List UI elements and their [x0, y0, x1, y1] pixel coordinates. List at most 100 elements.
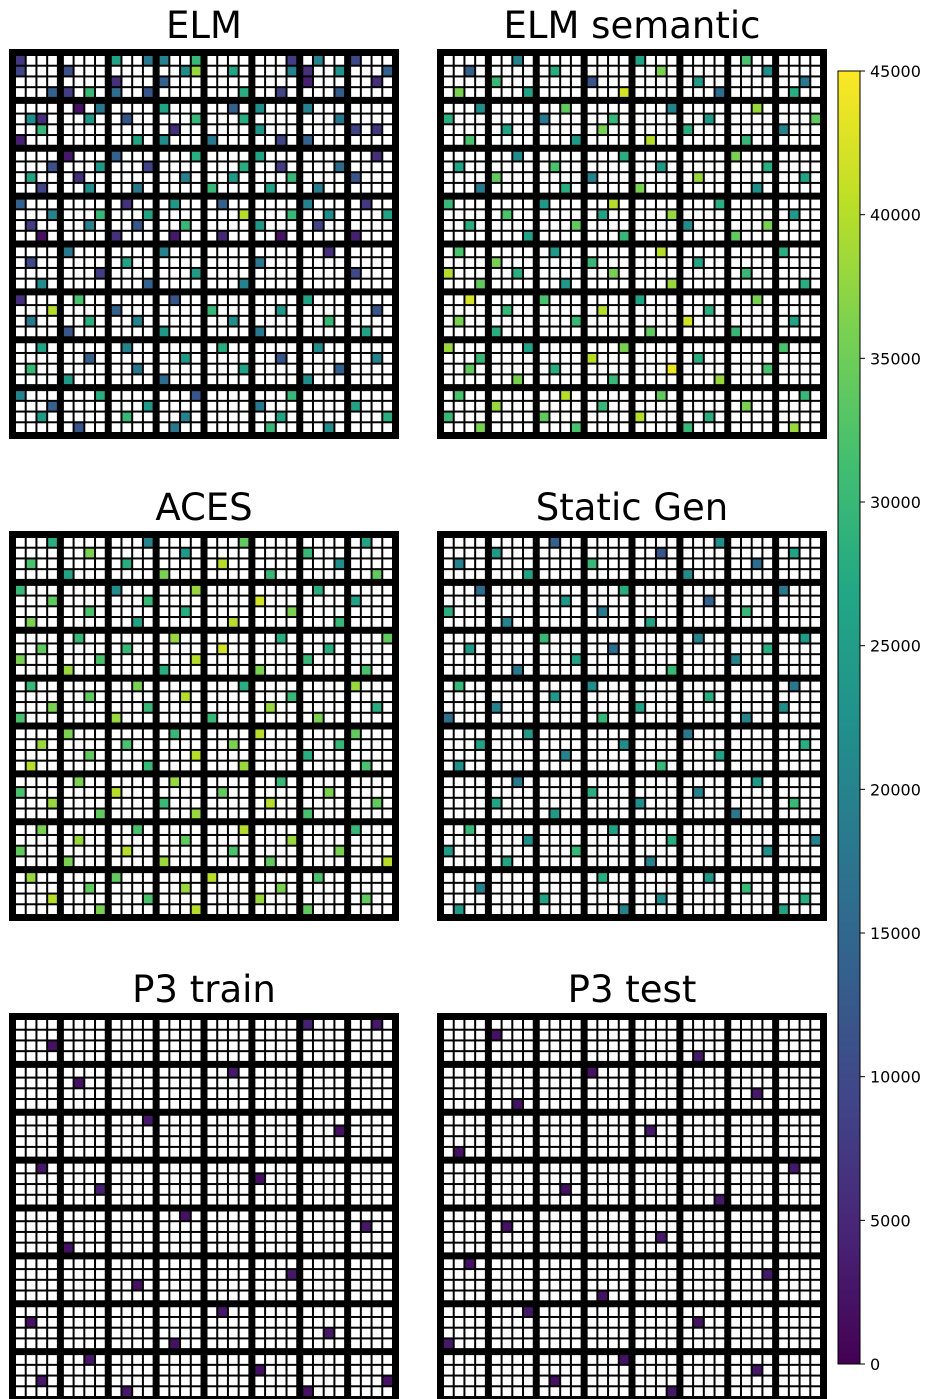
- empty-cell: [646, 825, 655, 834]
- empty-cell: [228, 1147, 238, 1157]
- empty-cell: [16, 1147, 25, 1157]
- empty-cell: [133, 1147, 142, 1157]
- empty-cell: [143, 750, 153, 760]
- empty-cell: [351, 210, 360, 220]
- empty-cell: [159, 1147, 169, 1157]
- empty-cell: [741, 692, 751, 702]
- empty-cell: [133, 559, 142, 569]
- empty-cell: [255, 607, 265, 617]
- empty-cell: [502, 729, 512, 739]
- empty-cell: [704, 788, 714, 797]
- empty-cell: [524, 644, 533, 654]
- empty-cell: [303, 1174, 312, 1184]
- empty-cell: [276, 316, 286, 326]
- empty-cell: [502, 644, 512, 654]
- empty-cell: [811, 548, 820, 558]
- empty-cell: [361, 1174, 371, 1184]
- heatmap-cell: [383, 412, 392, 422]
- heatmap-cell: [122, 258, 132, 267]
- empty-cell: [37, 162, 47, 172]
- empty-cell: [667, 391, 677, 400]
- empty-cell: [74, 1115, 84, 1125]
- empty-cell: [383, 596, 392, 606]
- empty-cell: [170, 788, 180, 797]
- empty-cell: [539, 231, 549, 241]
- empty-cell: [619, 761, 629, 771]
- heatmap-cell: [85, 353, 95, 363]
- empty-cell: [276, 1195, 286, 1205]
- empty-cell: [811, 66, 820, 76]
- empty-cell: [715, 343, 725, 352]
- empty-cell: [561, 306, 570, 315]
- empty-cell: [159, 644, 169, 654]
- empty-cell: [351, 199, 360, 209]
- empty-cell: [571, 633, 581, 643]
- empty-cell: [170, 1100, 180, 1109]
- heatmap-cell: [170, 633, 180, 643]
- empty-cell: [454, 343, 464, 352]
- empty-cell: [255, 183, 265, 193]
- empty-cell: [476, 316, 485, 326]
- empty-cell: [704, 559, 714, 569]
- empty-cell: [207, 883, 217, 893]
- empty-cell: [550, 316, 560, 326]
- empty-cell: [48, 136, 57, 145]
- empty-cell: [111, 423, 121, 432]
- empty-cell: [656, 279, 666, 289]
- empty-cell: [85, 644, 95, 654]
- empty-cell: [287, 703, 297, 712]
- empty-cell: [74, 1185, 84, 1194]
- empty-cell: [324, 1126, 334, 1136]
- empty-cell: [48, 607, 57, 617]
- empty-cell: [587, 103, 597, 113]
- empty-cell: [228, 353, 238, 363]
- empty-cell: [646, 258, 655, 267]
- empty-cell: [287, 1211, 297, 1221]
- heatmap-cell: [619, 231, 629, 241]
- empty-cell: [266, 88, 275, 97]
- empty-cell: [181, 316, 190, 326]
- empty-cell: [74, 66, 84, 76]
- empty-cell: [303, 873, 312, 882]
- empty-cell: [63, 173, 73, 182]
- empty-cell: [48, 570, 57, 579]
- empty-cell: [694, 761, 703, 771]
- empty-cell: [313, 846, 323, 856]
- empty-cell: [26, 1115, 36, 1125]
- empty-cell: [811, 570, 820, 579]
- empty-cell: [313, 412, 323, 422]
- heatmap-cell: [667, 103, 677, 113]
- empty-cell: [763, 905, 773, 914]
- empty-cell: [454, 618, 464, 627]
- empty-cell: [383, 883, 392, 893]
- empty-cell: [143, 66, 153, 76]
- empty-cell: [170, 103, 180, 113]
- empty-cell: [228, 1328, 238, 1338]
- empty-cell: [372, 258, 382, 267]
- empty-cell: [181, 1020, 190, 1029]
- empty-cell: [133, 268, 142, 278]
- empty-cell: [276, 1115, 286, 1125]
- empty-cell: [313, 857, 323, 867]
- empty-cell: [96, 412, 105, 422]
- empty-cell: [207, 1339, 217, 1349]
- empty-cell: [48, 1211, 57, 1221]
- empty-cell: [313, 1259, 323, 1269]
- heatmap-cell: [656, 894, 666, 904]
- empty-cell: [133, 1020, 142, 1029]
- empty-cell: [502, 343, 512, 352]
- empty-cell: [383, 401, 392, 411]
- empty-cell: [133, 798, 142, 808]
- heatmap-cell: [335, 846, 345, 856]
- empty-cell: [133, 247, 142, 257]
- empty-cell: [303, 1163, 312, 1173]
- empty-cell: [683, 618, 693, 627]
- empty-cell: [789, 412, 799, 422]
- empty-cell: [228, 1243, 238, 1253]
- empty-cell: [667, 777, 677, 787]
- empty-cell: [276, 343, 286, 352]
- empty-cell: [789, 162, 799, 172]
- empty-cell: [741, 327, 751, 337]
- empty-cell: [513, 894, 523, 904]
- empty-cell: [731, 883, 740, 893]
